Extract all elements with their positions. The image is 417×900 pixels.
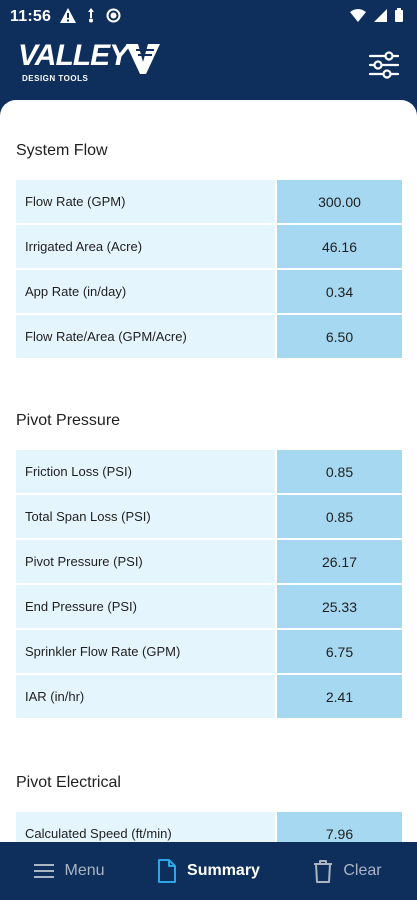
row-value: 46.16 bbox=[277, 225, 402, 268]
row-value: 2.41 bbox=[277, 675, 402, 718]
status-time: 11:56 bbox=[10, 8, 52, 25]
row-label: Total Span Loss (PSI) bbox=[16, 495, 275, 538]
brand-wordmark: VALLEY bbox=[18, 39, 129, 72]
table-row: IAR (in/hr) 2.41 bbox=[16, 675, 402, 718]
system-flow-table: Flow Rate (GPM) 300.00 Irrigated Area (A… bbox=[16, 180, 402, 360]
data-saver-icon bbox=[106, 8, 121, 23]
row-label: Sprinkler Flow Rate (GPM) bbox=[16, 630, 275, 673]
row-value: 0.85 bbox=[277, 450, 402, 493]
document-icon bbox=[158, 859, 177, 883]
status-notification-icons bbox=[60, 8, 121, 23]
row-value: 6.50 bbox=[277, 315, 402, 358]
usb-icon bbox=[88, 8, 94, 23]
nav-summary-button[interactable]: Summary bbox=[139, 842, 278, 900]
table-row: Total Span Loss (PSI) 0.85 bbox=[16, 495, 402, 538]
valley-logo: VALLEY DESIGN TOOLS bbox=[18, 39, 160, 83]
table-row: Calculated Speed (ft/min) 7.96 bbox=[16, 812, 402, 842]
table-row: App Rate (in/day) 0.34 bbox=[16, 270, 402, 313]
battery-icon bbox=[395, 8, 403, 22]
row-value: 26.17 bbox=[277, 540, 402, 583]
wifi-icon bbox=[350, 8, 366, 22]
row-label: End Pressure (PSI) bbox=[16, 585, 275, 628]
signal-icon bbox=[374, 8, 387, 22]
row-value: 300.00 bbox=[277, 180, 402, 223]
row-label: IAR (in/hr) bbox=[16, 675, 275, 718]
table-row: Pivot Pressure (PSI) 26.17 bbox=[16, 540, 402, 583]
row-label: Irrigated Area (Acre) bbox=[16, 225, 275, 268]
row-label: Friction Loss (PSI) bbox=[16, 450, 275, 493]
hamburger-menu-icon bbox=[34, 864, 55, 878]
row-value: 0.85 bbox=[277, 495, 402, 538]
row-value: 6.75 bbox=[277, 630, 402, 673]
table-row: Sprinkler Flow Rate (GPM) 6.75 bbox=[16, 630, 402, 673]
section-title-system-flow: System Flow bbox=[16, 142, 108, 159]
nav-summary-label: Summary bbox=[187, 862, 260, 879]
settings-button[interactable] bbox=[367, 48, 401, 82]
table-row: Irrigated Area (Acre) 46.16 bbox=[16, 225, 402, 268]
row-value: 0.34 bbox=[277, 270, 402, 313]
trash-icon bbox=[314, 860, 333, 883]
sliders-icon bbox=[368, 51, 400, 79]
app-header: VALLEY DESIGN TOOLS bbox=[0, 34, 417, 104]
row-label: Flow Rate (GPM) bbox=[16, 180, 275, 223]
bottom-navigation: Menu Summary Clear bbox=[0, 842, 417, 900]
section-title-pivot-electrical: Pivot Electrical bbox=[16, 774, 121, 791]
row-label: Pivot Pressure (PSI) bbox=[16, 540, 275, 583]
brand-subtitle: DESIGN TOOLS bbox=[22, 74, 89, 83]
status-bar: 11:56 bbox=[0, 0, 417, 34]
section-title-pivot-pressure: Pivot Pressure bbox=[16, 412, 121, 429]
row-value: 25.33 bbox=[277, 585, 402, 628]
pivot-pressure-table: Friction Loss (PSI) 0.85 Total Span Loss… bbox=[16, 450, 402, 720]
summary-content[interactable]: System Flow Flow Rate (GPM) 300.00 Irrig… bbox=[0, 100, 417, 842]
nav-menu-label: Menu bbox=[64, 862, 105, 879]
pivot-electrical-table: Calculated Speed (ft/min) 7.96 bbox=[16, 812, 402, 842]
row-label: Flow Rate/Area (GPM/Acre) bbox=[16, 315, 275, 358]
table-row: Friction Loss (PSI) 0.85 bbox=[16, 450, 402, 493]
valley-v-logo-icon bbox=[126, 44, 160, 74]
table-row: End Pressure (PSI) 25.33 bbox=[16, 585, 402, 628]
table-row: Flow Rate/Area (GPM/Acre) 6.50 bbox=[16, 315, 402, 358]
status-system-icons bbox=[350, 8, 403, 22]
row-value: 7.96 bbox=[277, 812, 402, 842]
warning-icon bbox=[60, 8, 76, 23]
nav-clear-label: Clear bbox=[343, 862, 382, 879]
row-label: Calculated Speed (ft/min) bbox=[16, 812, 275, 842]
table-row: Flow Rate (GPM) 300.00 bbox=[16, 180, 402, 223]
nav-clear-button[interactable]: Clear bbox=[278, 842, 417, 900]
row-label: App Rate (in/day) bbox=[16, 270, 275, 313]
nav-menu-button[interactable]: Menu bbox=[0, 842, 139, 900]
